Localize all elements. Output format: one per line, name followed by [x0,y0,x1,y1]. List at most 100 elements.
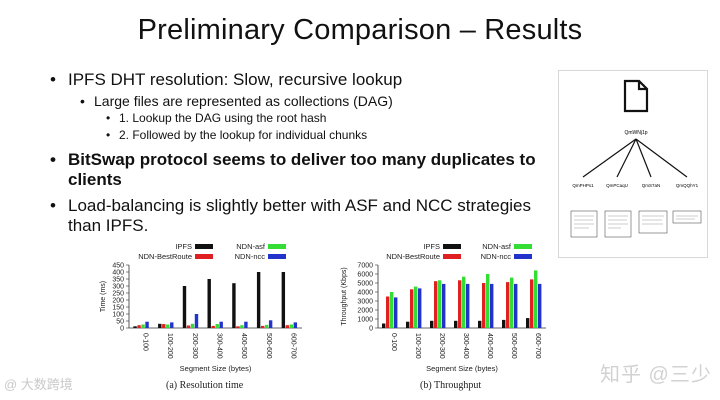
legend-label: NDN-BestRoute [138,252,192,261]
bullet-lookup-dag: 1. Lookup the DAG using the root hash [106,110,550,127]
dag-chunk-boxes [570,210,702,238]
chart-b-caption: (b) Throughput [420,380,482,391]
bar [438,280,442,328]
x-tick-label: 200-300 [191,333,198,359]
bar [211,325,215,328]
x-tick-label: 0-100 [141,333,148,351]
y-tick-label: 100 [112,312,124,319]
x-axis-label: Segment Size (bytes) [426,364,498,373]
bar [506,282,510,328]
bar [466,283,470,328]
bar [133,326,137,328]
legend-swatch [443,244,461,249]
bar [281,272,286,328]
legend-swatch [443,254,461,259]
x-tick-label: 300-400 [216,333,223,359]
legend-swatch [268,254,286,259]
legend-swatch [514,254,532,259]
bar [190,323,195,328]
bar [194,314,199,328]
bullet-ipfs-dht: IPFS DHT resolution: Slow, recursive loo… [50,70,550,90]
legend-label: IPFS [175,242,192,251]
y-tick-label: 7000 [357,263,373,270]
chart-a-caption: (a) Resolution time [166,380,244,391]
x-tick-label: 200-300 [438,333,445,359]
bar [256,272,261,328]
x-axis-label: Segment Size (bytes) [180,364,252,373]
x-tick-label: 0-100 [390,333,397,351]
dag-child-label: QmPCaqU [606,183,628,188]
bar [406,321,410,328]
watermark-right: 知乎 @三少 [600,364,712,386]
bar [458,280,462,328]
y-tick-label: 150 [112,305,124,312]
y-tick-label: 0 [369,326,373,333]
slide-title: Preliminary Comparison – Results [137,14,583,46]
legend-swatch [195,244,213,249]
bar [215,324,219,328]
bar [268,320,273,328]
bar [232,283,236,328]
bar [482,283,486,328]
bar [166,324,170,328]
dag-chunk-box [638,210,668,234]
bar [390,292,394,328]
bullet-list: IPFS DHT resolution: Slow, recursive loo… [50,70,550,238]
bar [145,321,149,328]
bar [530,279,534,328]
bar [414,286,418,328]
legend-label: NDN-BestRoute [386,252,440,261]
bar [382,323,386,328]
x-tick-label: 100-200 [414,333,421,359]
x-tick-label: 500-600 [510,333,517,359]
legend-swatch [195,254,213,259]
bar [240,325,244,328]
bar [137,325,141,328]
y-tick-label: 3000 [357,299,373,306]
y-tick-label: 250 [112,291,124,298]
bar [490,283,494,328]
legend-swatch [514,244,532,249]
bar [182,286,187,328]
watermark-left: @ 大数跨境 [4,377,73,392]
dag-svg: QmWNj1p QmPHPs1 QmPCaqU QmS7aN QmQQhY1 [570,79,702,238]
bar [394,297,398,328]
dag-diagram: QmWNj1p QmPHPs1 QmPCaqU QmS7aN QmQQhY1 [558,70,708,258]
x-tick-label: 300-400 [462,333,469,359]
bar [538,283,542,328]
bar [219,321,223,328]
y-tick-label: 2000 [357,308,373,315]
bullet-lookup-chunks: 2. Followed by the lookup for individual… [106,127,550,144]
bullet-bitswap: BitSwap protocol seems to deliver too ma… [50,150,550,190]
bullet-load-balancing: Load-balancing is slightly better with A… [50,196,550,236]
bullet-large-files: Large files are represented as collectio… [80,92,550,110]
bar [244,321,248,328]
bar [285,325,290,328]
bar [141,324,145,328]
dag-root-label: QmWNj1p [624,130,647,136]
file-icon [623,79,649,113]
x-tick-label: 100-200 [166,333,173,359]
legend-label: NDN-asf [236,242,266,251]
x-tick-label: 500-600 [265,333,272,359]
dag-child-label: QmQQhY1 [676,183,699,188]
y-axis-label: Throughput (Kbps) [341,267,348,325]
legend-label: IPFS [423,242,440,251]
bar [170,322,174,328]
y-tick-label: 0 [120,326,124,333]
bar [526,318,530,328]
bar [410,289,414,328]
bar [289,324,294,328]
y-tick-label: 200 [112,298,124,305]
bar [534,270,538,328]
bar [418,288,422,328]
bar [430,320,434,328]
x-tick-label: 400-500 [486,333,493,359]
bar [510,277,514,328]
bar [478,320,482,328]
x-tick-label: 600-700 [534,333,541,359]
dag-edges [582,138,688,178]
dag-child-label: QmS7aN [642,183,661,188]
